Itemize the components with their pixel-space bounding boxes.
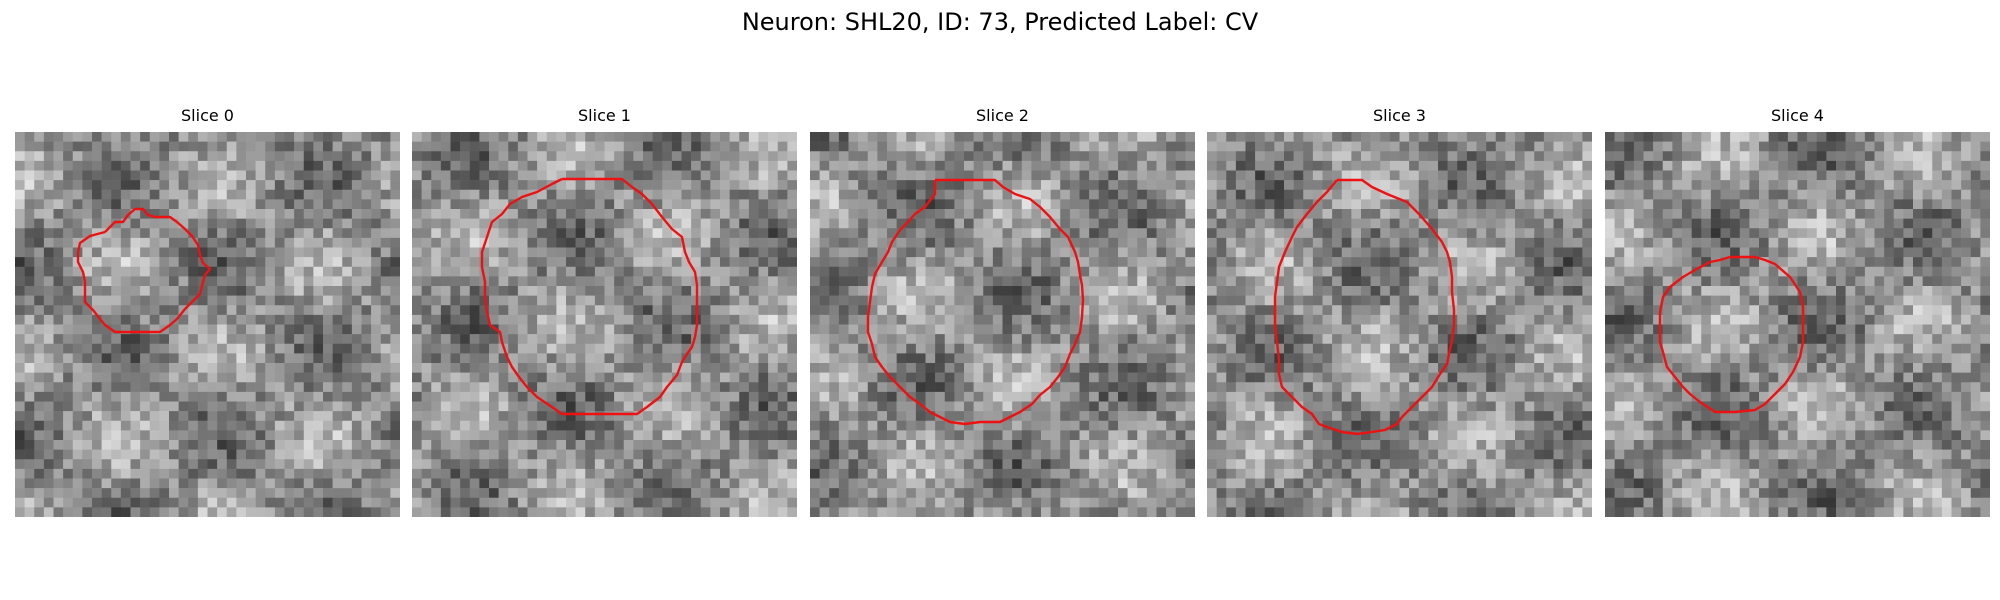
- pixel-grid: [412, 132, 797, 517]
- slice-title: Slice 4: [1771, 106, 1824, 125]
- cell-outline: [866, 178, 1085, 426]
- cell-outline: [76, 207, 212, 334]
- pixel-grid: [1605, 132, 1990, 517]
- slice-title: Slice 1: [578, 106, 631, 125]
- slice-title: Slice 3: [1373, 106, 1426, 125]
- slice-panel-2: Slice 2: [810, 105, 1195, 517]
- cell-outline: [480, 177, 699, 416]
- cell-outline: [1658, 255, 1805, 414]
- slice-panel-0: Slice 0: [15, 105, 400, 517]
- pixel-grid: [1207, 132, 1592, 517]
- slice-title: Slice 2: [976, 106, 1029, 125]
- slice-image: [412, 132, 797, 517]
- slice-panel-1: Slice 1: [412, 105, 797, 517]
- slice-image: [810, 132, 1195, 517]
- figure-title: Neuron: SHL20, ID: 73, Predicted Label: …: [741, 8, 1259, 36]
- pixel-grid: [15, 132, 400, 517]
- slice-panel-3: Slice 3: [1207, 105, 1592, 517]
- slice-image: [15, 132, 400, 517]
- slice-panel-4: Slice 4: [1605, 105, 1990, 517]
- pixel-grid: [810, 132, 1195, 517]
- slice-image: [1207, 132, 1592, 517]
- slice-title: Slice 0: [181, 106, 234, 125]
- slice-image: [1605, 132, 1990, 517]
- cell-outline: [1273, 178, 1456, 436]
